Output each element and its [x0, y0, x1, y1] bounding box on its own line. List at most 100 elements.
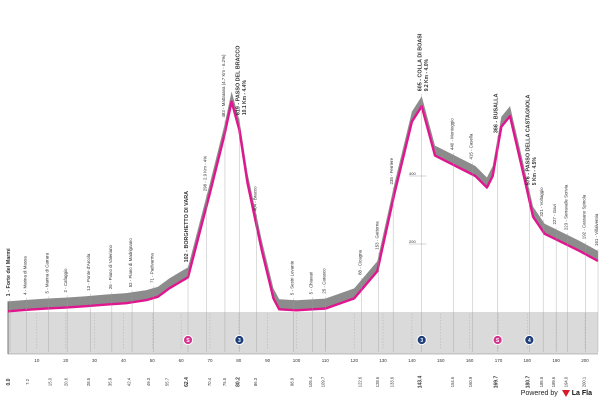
km-marker-label: 80.2 — [235, 377, 241, 387]
distance-tick-label: 110 — [322, 358, 330, 363]
distance-tick-label: 100 — [293, 358, 301, 363]
kom-badge-icon — [416, 334, 427, 346]
km-marker-label: 42.4 — [126, 377, 131, 386]
waypoint-label: 5 - Sestri Levante — [290, 260, 295, 295]
altitude-scale-label: 400 — [409, 171, 416, 176]
badge-label: 4 — [528, 338, 531, 344]
waypoint-label: 298 - 2.9 Km - 4% — [202, 156, 207, 191]
waypoint-label: 223 - Serravalle Scrivia — [564, 184, 569, 230]
km-marker-label: 133.6 — [389, 376, 394, 387]
distance-tick-label: 190 — [552, 358, 560, 363]
distance-tick-label: 90 — [265, 358, 271, 363]
km-marker-label: 86.3 — [253, 377, 258, 386]
profile-area — [8, 101, 598, 312]
brand-name: La Fla — [571, 390, 592, 397]
kom-badge-icon — [234, 334, 245, 346]
distance-tick-label: 80 — [236, 358, 242, 363]
km-marker-label: 0.0 — [6, 378, 12, 385]
route-line — [7, 100, 599, 313]
waypoint-drop-lines — [9, 94, 599, 352]
km-marker-label: 105.4 — [308, 376, 313, 387]
km-marker-label: 154.6 — [450, 376, 455, 387]
km-marker-label: 128.6 — [375, 376, 380, 387]
waypoint-label: 153 - Gattorna — [375, 221, 380, 250]
altitude-scale: 400 200 — [409, 171, 427, 245]
brand-triangle-icon — [561, 390, 570, 397]
distance-tick-label: 20 — [63, 358, 69, 363]
kom-badge-icon — [524, 334, 535, 346]
waypoint-label: 321 - Voltaggio — [539, 187, 544, 217]
km-marker-label: 194.0 — [564, 376, 569, 387]
badge-label: 3 — [238, 338, 241, 344]
distance-tick-label: 50 — [150, 358, 156, 363]
badge-label: 3 — [420, 338, 423, 344]
km-marker-label: 35.9 — [108, 377, 113, 386]
km-marker-label: 7.2 — [25, 378, 30, 384]
km-marker-label: 55.7 — [165, 377, 170, 386]
waypoint-badges: S 3 3 S 4 — [182, 334, 535, 346]
distance-tick-label: 60 — [179, 358, 185, 363]
distance-tick-label: 40 — [121, 358, 127, 363]
km-marker-label: 143.4 — [418, 376, 424, 389]
badge-label: S — [496, 338, 500, 344]
km-marker-label: 200.1 — [581, 376, 586, 387]
waypoint-climb-detail: 5 Km - 4.5% — [532, 157, 538, 186]
km-marker-label: 70.4 — [207, 377, 212, 386]
km-marker-label: 28.5 — [86, 377, 91, 386]
distance-tick-label: 180 — [524, 358, 532, 363]
waypoint-label: 88 - Cicagna — [357, 249, 362, 274]
km-marker-label: 75.5 — [222, 377, 227, 386]
waypoint-label: 235 - Ferriere — [389, 157, 394, 184]
waypoint-label: 483 - Mattarana (4.7 Km - 6.2%) — [221, 54, 226, 117]
km-marker-label: 49.3 — [146, 377, 151, 386]
km-marker-label: 109.7 — [320, 376, 325, 387]
waypoint-label: 605 - COLLA DI BOASI — [418, 33, 424, 91]
waypoint-label: 5 - Chiavari — [308, 272, 313, 294]
waypoint-label: 25 - Carasco — [321, 268, 326, 294]
profile-base-band — [8, 312, 598, 354]
km-marker-label: 169.7 — [494, 376, 500, 389]
distance-tick-label: 30 — [92, 358, 98, 363]
waypoint-label: 1 - Forte dei Marmi — [6, 248, 12, 296]
waypoint-label: 71 - Padivarma — [150, 253, 155, 283]
waypoint-label: 440 - Montoggio — [450, 118, 455, 150]
waypoint-label: 366 - BUSALLA — [494, 93, 500, 133]
km-marker-label: 15.0 — [47, 377, 52, 386]
badge-label: S — [186, 338, 190, 344]
waypoint-label: 26 - Piano di Valeriano — [108, 244, 113, 289]
waypoint-labels: 1 - Forte dei Marmi 4 - Marina di Massa 5 … — [6, 33, 599, 296]
waypoint-label: 161 - Villalvernia — [594, 213, 599, 246]
waypoint-label: 415 - Casella — [468, 133, 473, 159]
waypoint-climb-detail: 9.2 Km - 4.0% — [424, 59, 430, 92]
profile-base — [7, 91, 599, 355]
waypoint-label: 227 - Gavi — [552, 204, 557, 224]
distance-tick-label: 120 — [350, 358, 358, 363]
km-marker-label: 189.6 — [551, 376, 556, 387]
sprint-badge-icon — [182, 334, 194, 346]
km-marker-label: 185.5 — [539, 376, 544, 387]
waypoint-label: 5 - Marina di Carrara — [44, 252, 49, 293]
km-marker-label: 122.6 — [358, 376, 363, 387]
distance-tick-label: 150 — [437, 358, 445, 363]
distance-tick-label: 200 — [581, 358, 589, 363]
distance-tick-label: 170 — [495, 358, 503, 363]
km-marker-label: 20.6 — [63, 377, 68, 386]
brand-logo: La Fla — [561, 390, 592, 397]
powered-by-label: Powered by — [520, 390, 558, 397]
distance-tick-label: 130 — [379, 358, 387, 363]
distance-tick-label: 160 — [466, 358, 474, 363]
distance-tick-label: 10 — [34, 358, 40, 363]
distance-tick-label: 140 — [408, 358, 416, 363]
waypoint-label: 102 - BORGHETTO DI VARA — [184, 191, 190, 262]
waypoint-label: 576 - PASSO DELLA CASTAGNOLA — [525, 94, 531, 185]
km-marker-label: 160.9 — [468, 376, 473, 387]
waypoint-label: 52 - Piano di Madrignano — [128, 238, 133, 288]
waypoint-label: 619 - PASSO DEL BRACCO — [235, 46, 241, 116]
distance-grid: 10 20 30 40 50 60 70 80 90 100 110 120 130 140 150 160 1… — [34, 314, 589, 363]
km-marker-label: 62.4 — [184, 377, 190, 387]
sprint-badge-icon — [492, 334, 503, 346]
waypoint-climb-detail: 10.1 Km - 4.4% — [242, 80, 248, 116]
waypoint-label: 13 - Ponte d'Arcola — [86, 253, 91, 291]
powered-by-footer: Powered by La Fla — [521, 390, 592, 397]
